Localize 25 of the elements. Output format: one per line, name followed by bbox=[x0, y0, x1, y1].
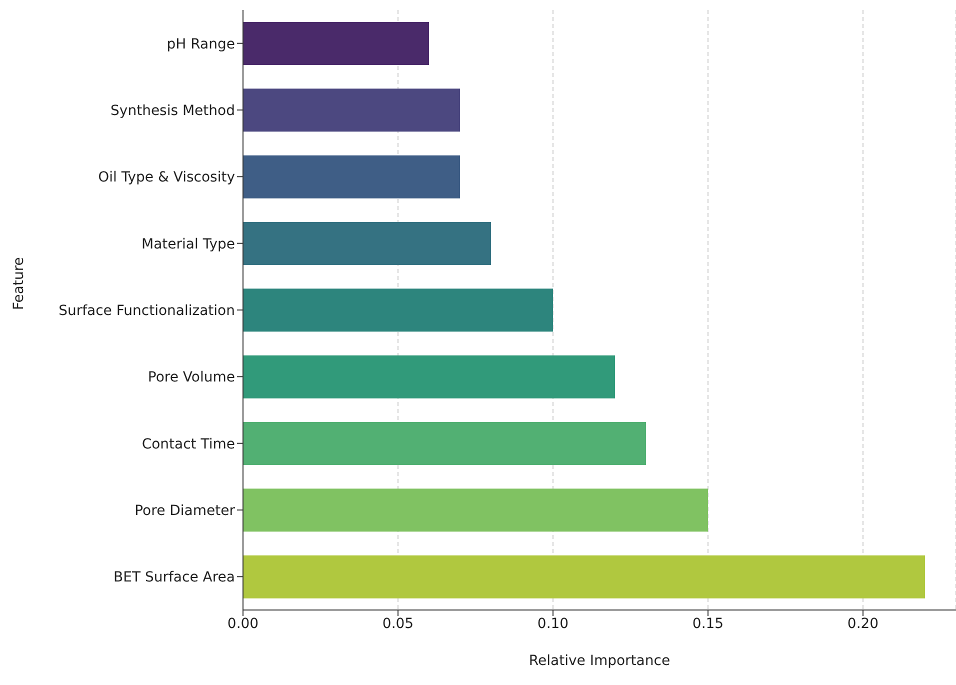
x-tick-label: 0.15 bbox=[692, 616, 724, 632]
bar bbox=[243, 88, 460, 132]
bar bbox=[243, 555, 925, 598]
x-tick-label: 0.00 bbox=[227, 616, 259, 632]
y-axis-title: Feature bbox=[10, 257, 27, 310]
y-tick-label: Pore Diameter bbox=[134, 502, 236, 519]
x-tick-label: 0.05 bbox=[382, 616, 414, 632]
bar bbox=[243, 422, 646, 465]
y-tick-label: Surface Functionalization bbox=[58, 302, 235, 319]
y-tick-label: Contact Time bbox=[142, 436, 235, 452]
y-tick-label: pH Range bbox=[166, 36, 235, 52]
bar bbox=[243, 288, 553, 332]
y-tick-label: BET Surface Area bbox=[114, 570, 235, 586]
bar bbox=[243, 488, 708, 532]
y-tick-label: Pore Volume bbox=[148, 370, 235, 386]
y-tick-label: Oil Type & Viscosity bbox=[98, 170, 235, 186]
y-tick-label: Material Type bbox=[142, 236, 235, 252]
bar bbox=[243, 155, 460, 198]
y-tick-label: Synthesis Method bbox=[110, 102, 235, 119]
bar bbox=[243, 222, 491, 265]
bar bbox=[243, 22, 429, 65]
x-tick-label: 0.20 bbox=[847, 616, 879, 632]
x-axis-title: Relative Importance bbox=[528, 653, 670, 669]
x-tick-label: 0.10 bbox=[537, 616, 569, 632]
bar bbox=[243, 355, 615, 398]
